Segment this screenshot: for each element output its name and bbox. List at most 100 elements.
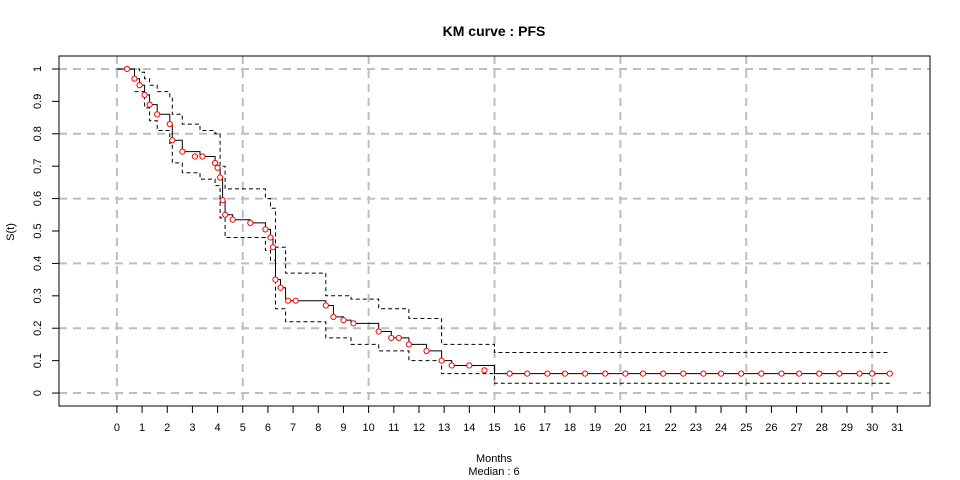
- censor-point: [622, 370, 629, 377]
- censor-point: [582, 370, 589, 377]
- x-tick-label: 2: [164, 422, 170, 434]
- censor-point: [758, 370, 765, 377]
- censor-point: [219, 197, 226, 204]
- censor-point: [179, 148, 186, 155]
- censor-point: [405, 341, 413, 348]
- y-tick-label: 0.9: [32, 94, 44, 109]
- x-tick-label: 11: [388, 422, 399, 434]
- censor-point: [214, 164, 221, 171]
- confidence-bands: [116, 68, 890, 384]
- censor-point: [267, 234, 274, 241]
- y-tick-label: 0.4: [32, 256, 44, 271]
- y-tick-label: 0.8: [32, 126, 44, 141]
- censor-point: [284, 297, 292, 304]
- censor-point: [561, 370, 569, 377]
- lower-ci-line: [134, 91, 890, 384]
- censor-point: [506, 370, 513, 377]
- y-axis-label: S(t): [5, 223, 17, 241]
- censor-point: [229, 216, 236, 223]
- censor-point: [717, 370, 725, 377]
- censor-point: [388, 334, 395, 342]
- x-tick-label: 30: [866, 422, 878, 434]
- censor-point: [816, 370, 823, 377]
- x-tick-label: 3: [189, 422, 195, 434]
- censor-point: [869, 370, 876, 377]
- censor-point: [639, 370, 647, 377]
- x-tick-label: 16: [514, 422, 526, 434]
- x-tick-label: 22: [665, 422, 677, 434]
- x-tick-label: 28: [816, 422, 828, 434]
- censor-point: [262, 226, 269, 233]
- x-tick-label: 23: [690, 422, 702, 434]
- y-tick-label: 0.2: [32, 321, 44, 336]
- x-tick-label: 0: [114, 422, 120, 434]
- x-tick-label: 15: [488, 422, 500, 434]
- censor-point: [544, 370, 551, 377]
- y-tick-label: 0.7: [32, 159, 44, 174]
- censor-point: [222, 211, 229, 218]
- x-tick-label: 20: [614, 422, 626, 434]
- censor-point: [146, 101, 153, 108]
- censor-point: [123, 65, 131, 73]
- censor-point: [211, 159, 219, 167]
- censor-point: [272, 276, 279, 283]
- censor-point: [466, 362, 473, 369]
- censor-point: [738, 370, 745, 377]
- censor-point: [423, 347, 430, 355]
- censor-point: [856, 370, 863, 377]
- censor-point: [169, 137, 176, 144]
- x-tick-label: 10: [363, 422, 375, 434]
- x-tick-label: 9: [340, 422, 346, 434]
- x-tick-label: 19: [589, 422, 601, 434]
- censor-point: [277, 284, 284, 291]
- x-tick-label: 29: [841, 422, 853, 434]
- censor-point: [795, 370, 803, 377]
- censor-point: [778, 370, 785, 377]
- censor-point: [217, 174, 224, 181]
- y-tick-label: 0.5: [32, 223, 44, 238]
- chart-subtitle: Median : 6: [468, 466, 519, 478]
- x-axis: 0 1 2 3 4 5 6 7 8 9 10 11 12 13 14 15 16 17 18 19 20 21 22 23 24…: [114, 405, 903, 434]
- grid: [59, 56, 930, 406]
- censor-point: [660, 370, 667, 377]
- x-tick-label: 14: [463, 422, 475, 434]
- censor-point: [166, 120, 173, 128]
- censor-point: [269, 244, 277, 251]
- censor-point: [322, 302, 329, 309]
- censor-point: [680, 370, 687, 377]
- x-tick-label: 4: [215, 422, 221, 434]
- x-tick-label: 1: [139, 422, 145, 434]
- censor-point: [524, 370, 531, 377]
- y-tick-label: 0: [32, 390, 44, 396]
- censor-points: [123, 65, 893, 377]
- censor-point: [131, 75, 138, 82]
- censor-point: [199, 153, 206, 160]
- y-tick-label: 0.6: [32, 191, 44, 206]
- chart-title: KM curve : PFS: [443, 23, 546, 39]
- censor-point: [448, 362, 455, 369]
- x-tick-label: 6: [265, 422, 271, 434]
- censor-point: [395, 334, 402, 342]
- censor-point: [141, 91, 148, 98]
- y-axis: 0 0.1 0.2 0.3 0.4 0.5 0.6 0.7 0.8 0.9 1: [32, 66, 60, 396]
- censor-point: [836, 370, 843, 377]
- censor-point: [602, 370, 609, 377]
- censor-point: [438, 357, 445, 364]
- x-tick-label: 8: [315, 422, 321, 434]
- upper-ci-line: [116, 68, 890, 353]
- y-tick-label: 1: [32, 66, 44, 72]
- x-axis-label: Months: [476, 453, 513, 465]
- censor-point: [247, 219, 254, 226]
- censor-point: [481, 367, 488, 374]
- x-tick-label: 7: [290, 422, 296, 434]
- x-tick-label: 5: [240, 422, 246, 434]
- censor-point: [886, 370, 893, 377]
- y-tick-label: 0.3: [32, 288, 44, 303]
- x-tick-label: 17: [539, 422, 551, 434]
- censor-point: [340, 317, 347, 324]
- x-tick-label: 21: [639, 422, 651, 434]
- censor-point: [191, 153, 199, 160]
- censor-point: [330, 313, 337, 320]
- x-tick-label: 18: [564, 422, 576, 434]
